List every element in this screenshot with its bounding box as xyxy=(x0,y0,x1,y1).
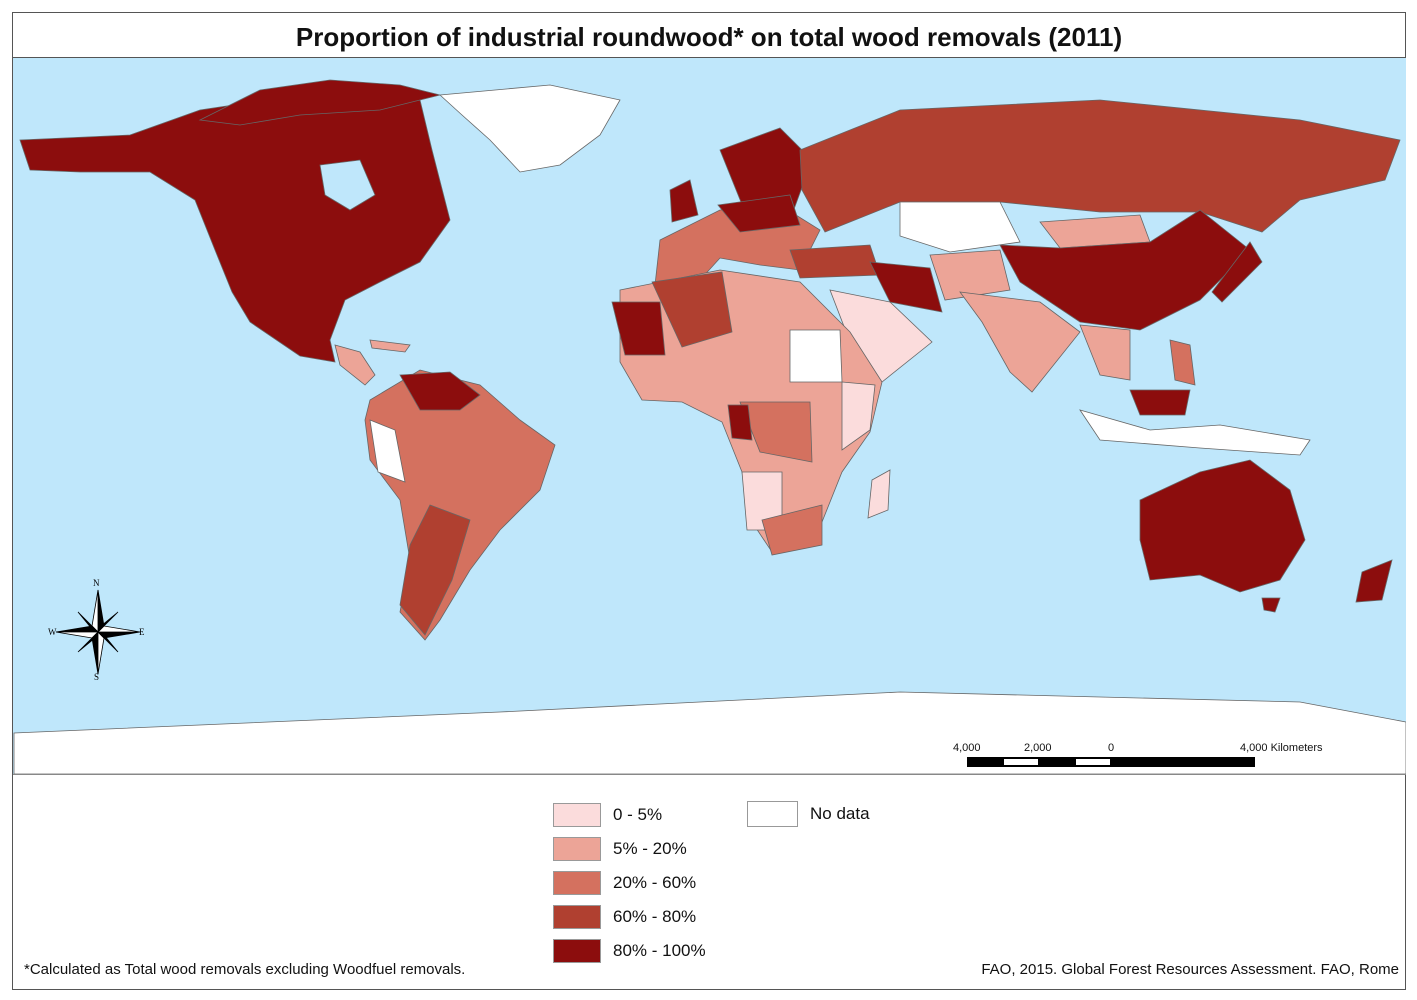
legend-swatch xyxy=(553,871,601,895)
legend-item-5-20: 5% - 20% xyxy=(553,837,687,861)
legend-label: 60% - 80% xyxy=(613,907,697,926)
region-southern-cone xyxy=(399,504,471,636)
region-central-asia xyxy=(929,249,1011,301)
legend-label: 5% - 20% xyxy=(613,839,687,858)
legend-swatch xyxy=(747,801,798,827)
region-russia xyxy=(799,99,1401,233)
compass-rose: N S E W xyxy=(45,578,150,682)
region-malaysia xyxy=(1129,389,1191,416)
region-hudson-bay xyxy=(319,159,376,211)
region-tasmania xyxy=(1261,597,1281,613)
region-peru xyxy=(369,419,406,483)
compass-east: E xyxy=(139,627,145,637)
region-kazakhstan xyxy=(899,201,1021,253)
region-new-zealand xyxy=(1355,559,1393,603)
legend-item-0-5: 0 - 5% xyxy=(553,803,662,827)
region-caribbean xyxy=(369,339,411,353)
world-map-svg xyxy=(13,58,1407,775)
compass-star-icon xyxy=(55,589,141,675)
region-sudan xyxy=(789,329,843,383)
scale-label-4000-left: 4,000 xyxy=(953,742,981,754)
legend-item-80-100: 80% - 100% xyxy=(553,939,706,963)
region-indonesia xyxy=(1079,409,1311,456)
region-australia xyxy=(1139,459,1306,593)
region-madagascar xyxy=(867,469,891,519)
legend-label: 80% - 100% xyxy=(613,941,706,960)
legend-label: No data xyxy=(810,804,870,823)
world-map xyxy=(13,58,1407,775)
region-venezuela-guianas xyxy=(399,371,481,411)
legend-item-20-60: 20% - 60% xyxy=(553,871,696,895)
region-india xyxy=(959,291,1081,393)
compass-south: S xyxy=(94,672,100,682)
legend-item-60-80: 60% - 80% xyxy=(553,905,696,929)
region-gabon xyxy=(727,404,753,441)
legend-swatch xyxy=(553,939,601,963)
compass-west: W xyxy=(48,627,57,637)
map-title: Proportion of industrial roundwood* on t… xyxy=(12,12,1406,58)
region-iran xyxy=(869,261,943,313)
legend-swatch xyxy=(553,837,601,861)
legend-item-no-data: No data xyxy=(747,801,870,827)
footnote-left: *Calculated as Total wood removals exclu… xyxy=(24,961,466,978)
region-mauritania xyxy=(611,301,666,356)
legend-swatch xyxy=(553,803,601,827)
region-east-africa xyxy=(841,381,876,451)
region-central-europe xyxy=(717,194,801,233)
legend-label: 0 - 5% xyxy=(613,805,663,824)
region-algeria xyxy=(651,271,733,348)
region-central-america xyxy=(334,344,376,386)
region-greenland xyxy=(439,84,621,173)
region-south-africa xyxy=(761,504,823,556)
region-japan xyxy=(1211,241,1263,303)
scale-label-0: 0 xyxy=(1108,742,1115,754)
scale-label-4000-km: 4,000 Kilometers xyxy=(1240,742,1323,754)
region-southeast-asia xyxy=(1079,324,1131,381)
legend-swatch xyxy=(553,905,601,929)
footnote-source: FAO, 2015. Global Forest Resources Asses… xyxy=(981,961,1399,978)
region-philippines xyxy=(1169,339,1196,386)
legend-label: 20% - 60% xyxy=(613,873,697,892)
region-turkey-caucasus xyxy=(789,244,881,279)
region-congo xyxy=(739,401,813,463)
compass-north: N xyxy=(93,578,100,588)
region-british-isles xyxy=(669,179,699,223)
scale-label-2000: 2,000 xyxy=(1024,742,1052,754)
scale-bar-graphic xyxy=(967,757,1255,767)
